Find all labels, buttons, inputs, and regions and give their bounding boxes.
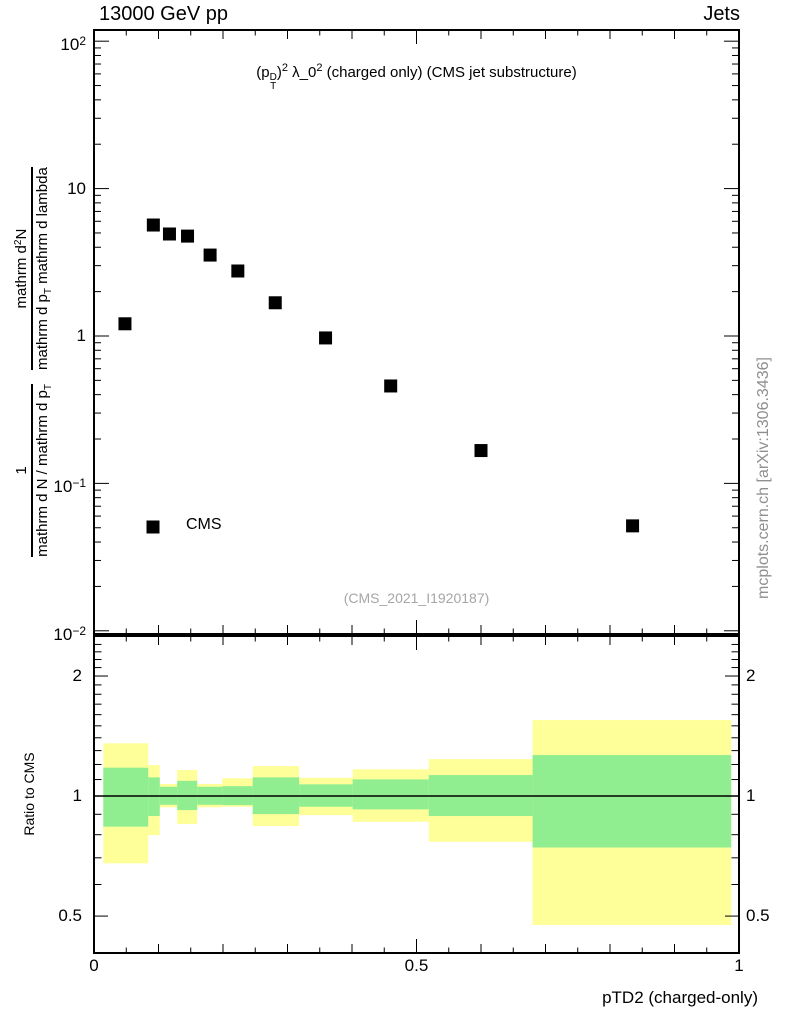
data-point-square [626,519,640,533]
ratio-y-tick-label-right: 0.5 [746,906,770,926]
data-point-square [268,296,282,310]
normalization-fraction: 1 mathrm d N / mathrm d pT [12,384,54,557]
data-point-square [146,218,160,232]
main-panel-frame [93,29,740,635]
title-superscript: 2 [316,62,323,74]
main-y-tick-label: 10−2 [53,623,86,644]
data-point-square [231,264,245,278]
data-point-square [162,227,176,241]
x-tick-label: 0.5 [404,956,429,975]
ratio-y-tick-label-left: 2 [72,666,82,686]
ratio-y-tick-label-left: 1 [72,786,82,806]
ratio-y-tick-label-left: 0.5 [58,906,82,926]
main-y-tick-label: 10 [67,178,86,198]
title-text: λ_0 [287,64,317,81]
beam-energy-label: 13000 GeV pp [99,3,228,25]
main-y-axis-label: 1 mathrm d N / mathrm d pT mathrm d2N mathr… [1,72,65,652]
title-text: (charged only) (CMS jet substructure) [322,64,577,81]
x-tick-label: 0 [89,956,99,975]
observable-title: (p D T)2 λ_02 (charged only) (CMS jet subs… [94,62,739,92]
inner-uncertainty-band [352,779,429,810]
data-point-square [203,248,217,262]
analysis-group-label: Jets [703,3,740,25]
data-point-square [474,444,488,458]
mcplots-attribution: mcplots.cern.ch [arXiv:1306.3436] [755,357,772,599]
inner-uncertainty-band [103,767,149,827]
data-point-square [181,229,195,243]
main-y-tick-label: 1 [76,325,86,345]
data-point-square [319,331,333,345]
main-y-tick-label: 102 [60,34,86,55]
data-point-square [384,379,398,393]
x-axis-title: pTD2 (charged-only) [602,988,758,1007]
title-text: (p [256,64,270,81]
legend-label-cms: CMS [186,516,222,533]
ratio-y-tick-label-right: 1 [746,786,756,806]
x-tick-label: 1 [734,956,744,975]
legend-marker-square [146,520,160,534]
analysis-id-watermark: (CMS_2021_I1920187) [343,590,490,606]
ratio-y-tick-label-right: 2 [746,666,756,686]
title-superscript: 2 [281,62,288,74]
main-y-tick-label: 10−1 [53,476,86,497]
data-point-square [118,317,132,331]
inner-uncertainty-band [532,755,732,848]
title-text: ) [276,64,282,81]
ratio-panel-frame [93,635,740,954]
